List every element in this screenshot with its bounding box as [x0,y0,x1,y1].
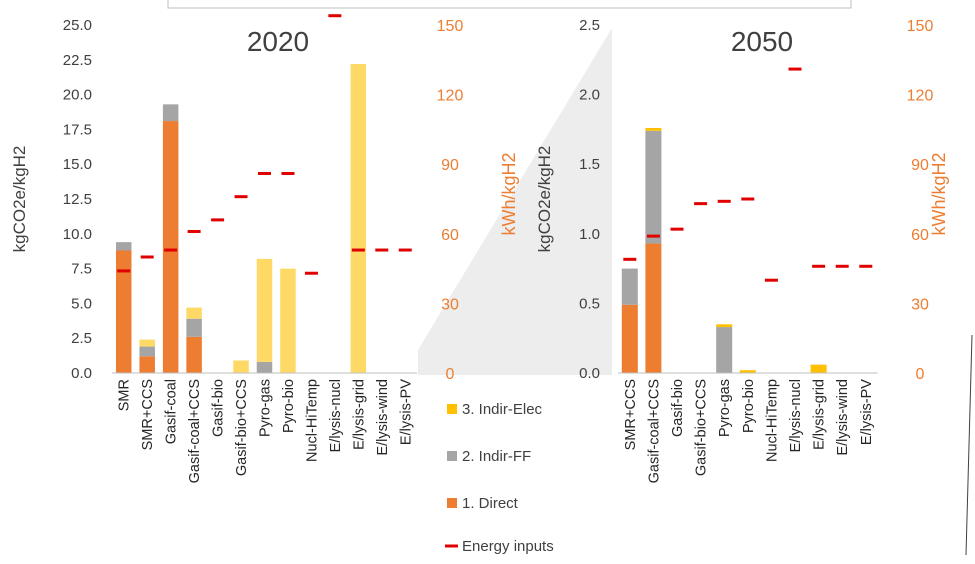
bar-indir-ff [162,104,179,122]
category-label: E/lysis-wind [375,379,391,456]
bar-indir-ff [115,242,132,251]
bar-indir-elec [739,370,756,373]
y-tick-label: 12.5 [63,191,92,208]
category-label: Gasif-coal [164,379,180,444]
category-label: E/lysis-wind [835,379,851,456]
category-label: E/lysis-grid [812,379,828,450]
y-tick-label: 1.5 [579,156,600,173]
bar-indir-ff [621,268,638,305]
category-label: Pyro-bio [741,379,757,433]
category-label: Pyro-gas [257,379,273,437]
y2-tick-label: 90 [441,157,459,174]
legend: 3. Indir-Elec 2. Indir-FF 1. Direct Energy … [445,401,554,555]
y2-tick-label: 150 [907,18,934,35]
bar-indir-elec [716,324,733,328]
panel-title: 2050 [731,26,793,57]
legend-swatch [447,451,457,461]
bar-indir-ff [716,327,733,373]
category-label: Gasif-coal+CCS [187,379,203,483]
y-tick-label: 2.5 [579,17,600,34]
y2-axis-title: kWh/kgH2 [499,152,519,235]
legend-label: 1. Direct [462,495,519,512]
y2-tick-label: 90 [911,157,929,174]
panel-2020: 0.0 2.5 5.0 7.5 10.0 12.5 15.0 17.5 20.0 22.5 25.0… [10,14,519,483]
legend-label: Energy inputs [462,538,554,555]
category-label: Nucl-HiTemp [304,379,320,462]
y-tick-label: 5.0 [71,295,92,312]
category-label: SMR+CCS [623,379,639,450]
y-tick-label: 25.0 [63,17,92,34]
y-tick-label: 1.0 [579,226,600,243]
y2-tick-label: 60 [911,227,929,244]
y-tick-label: 0.5 [579,295,600,312]
y-tick-label: 2.0 [579,87,600,104]
category-label: Gasif-coal+CCS [646,379,662,483]
bar-indir-elec [186,307,202,319]
y-tick-label: 2.5 [71,330,92,347]
y2-tick-label: 60 [441,227,459,244]
bar-direct [645,243,662,373]
y-tick-label: 7.5 [71,261,92,278]
category-label: E/lysis-PV [859,379,875,445]
right-connector [965,334,973,556]
category-label: E/lysis-nucl [788,379,804,452]
bar-indir-elec [810,364,827,373]
category-label: Pyro-gas [717,379,733,437]
legend-label: 3. Indir-Elec [462,401,543,418]
category-label: SMR+CCS [140,379,156,450]
category-label: SMR [117,379,133,411]
y-tick-label: 0.0 [71,365,92,382]
bar-indir-elec [645,128,662,131]
category-label: E/lysis-grid [351,379,367,450]
category-label: Pyro-bio [281,379,297,433]
bar-indir-ff [645,130,662,244]
legend-label: 2. Indir-FF [462,448,531,465]
y2-tick-label: 30 [441,296,459,313]
legend-swatch [447,404,457,414]
bar-direct [186,336,202,373]
y-tick-label: 20.0 [63,87,92,104]
category-label: Gasif-bio [211,379,227,437]
y2-axis-title: kWh/kgH2 [929,152,949,235]
bar-indir-ff [256,361,273,373]
category-label: Gasif-bio+CCS [694,379,710,476]
legend-swatch [447,498,457,508]
bar-direct [162,121,179,373]
y2-tick-label: 150 [437,18,464,35]
bar-direct [621,304,638,373]
category-label: Gasif-bio [670,379,686,437]
bar-direct [139,356,155,373]
y2-tick-label: 0 [916,366,925,383]
panel-title: 2020 [247,26,309,57]
category-label: Nucl-HiTemp [764,379,780,462]
bar-indir-elec [233,360,249,373]
y-tick-label: 17.5 [63,121,92,138]
y-tick-label: 22.5 [63,52,92,69]
y2-tick-label: 120 [907,88,934,105]
zoom-wedge [418,28,612,375]
y-tick-label: 10.0 [63,226,92,243]
bar-indir-ff [139,346,155,357]
y2-tick-label: 120 [437,88,464,105]
bar-indir-elec [256,258,273,362]
y2-tick-label: 30 [911,296,929,313]
bar-indir-elec [280,268,296,373]
y-tick-label: 0.0 [579,365,600,382]
y2-tick-label: 0 [446,366,455,383]
bar-indir-ff [186,318,202,337]
bar-indir-elec [350,63,367,373]
y-axis-title: kgCO2e/kgH2 [10,146,29,253]
bar-indir-elec [139,339,155,347]
panel-2050: 0.0 0.5 1.0 1.5 2.0 2.5 0 30 60 90 120 150 kgCO2e/kg… [535,17,949,483]
category-label: E/lysis-PV [398,379,414,445]
y-tick-label: 15.0 [63,156,92,173]
top-frame [167,0,852,9]
category-label: E/lysis-nucl [328,379,344,452]
category-label: Gasif-bio+CCS [234,379,250,476]
bar-direct [115,250,132,373]
y-axis-title: kgCO2e/kgH2 [535,146,554,253]
